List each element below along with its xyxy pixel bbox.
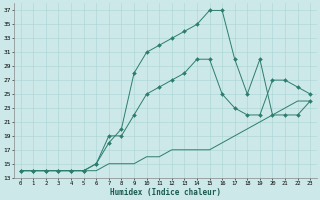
X-axis label: Humidex (Indice chaleur): Humidex (Indice chaleur) bbox=[110, 188, 221, 197]
